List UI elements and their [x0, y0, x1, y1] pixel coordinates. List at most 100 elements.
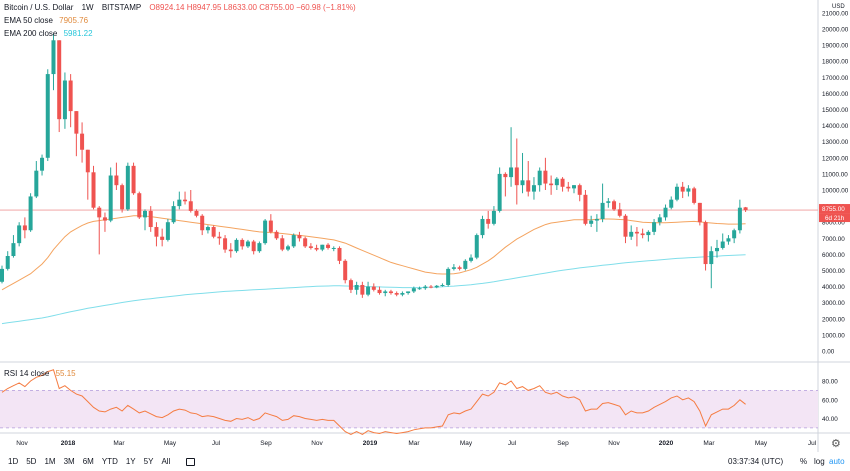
candle-body	[377, 289, 382, 294]
candle-body	[451, 267, 456, 269]
candle-body	[211, 227, 216, 237]
candle-body	[491, 210, 496, 224]
ema200-value: 5981.22	[63, 29, 93, 38]
price-tick-label: 19000.00	[822, 43, 849, 50]
candle-body	[183, 199, 188, 202]
candle-body	[268, 220, 273, 232]
candle-body	[686, 188, 691, 192]
price-tick-label: 4000.00	[822, 284, 845, 291]
rsi-legend[interactable]: RSI 14 close 55.15	[4, 369, 76, 378]
candle-body	[600, 202, 605, 219]
candle-body	[131, 165, 136, 194]
candle-body	[594, 218, 599, 221]
settings-gear-icon[interactable]: ⚙	[831, 438, 841, 450]
candle-body	[417, 288, 422, 290]
timeframe-1y[interactable]: 1Y	[125, 457, 136, 466]
timeframe-6m[interactable]: 6M	[82, 457, 94, 466]
candle-body	[720, 241, 725, 248]
time-tick-label: May	[755, 440, 768, 447]
time-tick-label: Mar	[113, 440, 125, 447]
candle-body	[457, 267, 462, 269]
candle-body	[286, 246, 290, 250]
candle-body	[343, 260, 348, 281]
candle-body	[240, 239, 245, 247]
candle-body	[337, 247, 342, 261]
price-tick-label: 6000.00	[822, 252, 845, 259]
candle-body	[383, 291, 388, 294]
log-toggle[interactable]: log	[814, 457, 825, 466]
candle-body	[274, 231, 279, 239]
candle-body	[245, 241, 250, 247]
time-tick-label: Nov	[608, 440, 620, 447]
candle-body	[0, 268, 4, 282]
candle-body	[308, 246, 313, 248]
timeframe-3m[interactable]: 3M	[63, 457, 75, 466]
rsi-tick-label: 60.00	[822, 397, 838, 404]
candle-body	[703, 222, 708, 265]
price-tick-label: 12000.00	[822, 155, 849, 162]
candle-body	[463, 260, 468, 269]
candle-body	[68, 80, 73, 112]
candle-body	[572, 185, 576, 189]
time-tick-label: 2020	[659, 440, 674, 447]
time-tick-label: Nov	[16, 440, 28, 447]
candle-body	[394, 293, 399, 295]
candle-body	[715, 247, 719, 252]
rsi-value: 55.15	[55, 369, 76, 378]
rsi-tick-label: 40.00	[822, 416, 838, 423]
timeframe-ytd[interactable]: YTD	[101, 457, 118, 466]
candle-body	[474, 235, 479, 258]
candle-body	[514, 167, 519, 186]
percent-toggle[interactable]: %	[800, 457, 808, 466]
candle-body	[125, 165, 130, 210]
timeframe-1d[interactable]: 1D	[8, 457, 19, 466]
timeframe-all[interactable]: All	[161, 457, 171, 466]
candle-body	[411, 288, 416, 292]
symbol-legend: Bitcoin / U.S. Dollar 1W BITSTAMP O8924.…	[4, 3, 356, 12]
candle-body	[406, 291, 411, 294]
time-tick-label: 2018	[61, 440, 76, 447]
price-tick-label: 11000.00	[822, 171, 848, 178]
candle-body	[251, 241, 256, 252]
candle-body	[194, 210, 199, 216]
candle-body	[143, 210, 147, 218]
auto-toggle[interactable]: auto	[829, 457, 845, 466]
time-tick-label: Jul	[808, 440, 817, 447]
candle-body	[51, 40, 56, 75]
candle-body	[102, 217, 107, 221]
candle-body	[743, 207, 748, 211]
candle-body	[228, 249, 233, 252]
timeframe-5y[interactable]: 5Y	[143, 457, 154, 466]
ema50-label: EMA 50 close	[4, 16, 53, 25]
candle-body	[114, 175, 119, 186]
timeframe-5d[interactable]: 5D	[26, 457, 37, 466]
price-tick-label: 18000.00	[822, 59, 849, 66]
candle-body	[120, 185, 125, 210]
candle-body	[217, 236, 222, 239]
candle-body	[74, 111, 79, 134]
candle-body	[732, 230, 737, 239]
candle-body	[646, 231, 651, 236]
price-tick-label: 2000.00	[822, 316, 845, 323]
timeframe-1m[interactable]: 1M	[44, 457, 56, 466]
price-tick-label: 21000.00	[822, 10, 849, 17]
candle-body	[137, 193, 142, 218]
candle-body	[612, 201, 617, 210]
rsi-line	[1, 369, 746, 435]
time-tick-label: May	[460, 440, 473, 447]
ema200-label: EMA 200 close	[4, 29, 58, 38]
ema50-legend[interactable]: EMA 50 close 7905.76	[4, 16, 88, 25]
candle-body	[566, 186, 571, 189]
date-range-icon[interactable]	[186, 457, 196, 466]
candle-body	[40, 157, 45, 171]
candle-body	[663, 207, 668, 218]
utc-clock[interactable]: 03:37:34 (UTC)	[728, 457, 784, 466]
candle-body	[257, 243, 262, 252]
candle-body	[205, 227, 210, 231]
ema200-legend[interactable]: EMA 200 close 5981.22	[4, 29, 93, 38]
price-tick-label: 13000.00	[822, 139, 849, 146]
candle-body	[34, 170, 39, 197]
candle-body	[57, 40, 62, 120]
candle-body	[5, 256, 10, 269]
